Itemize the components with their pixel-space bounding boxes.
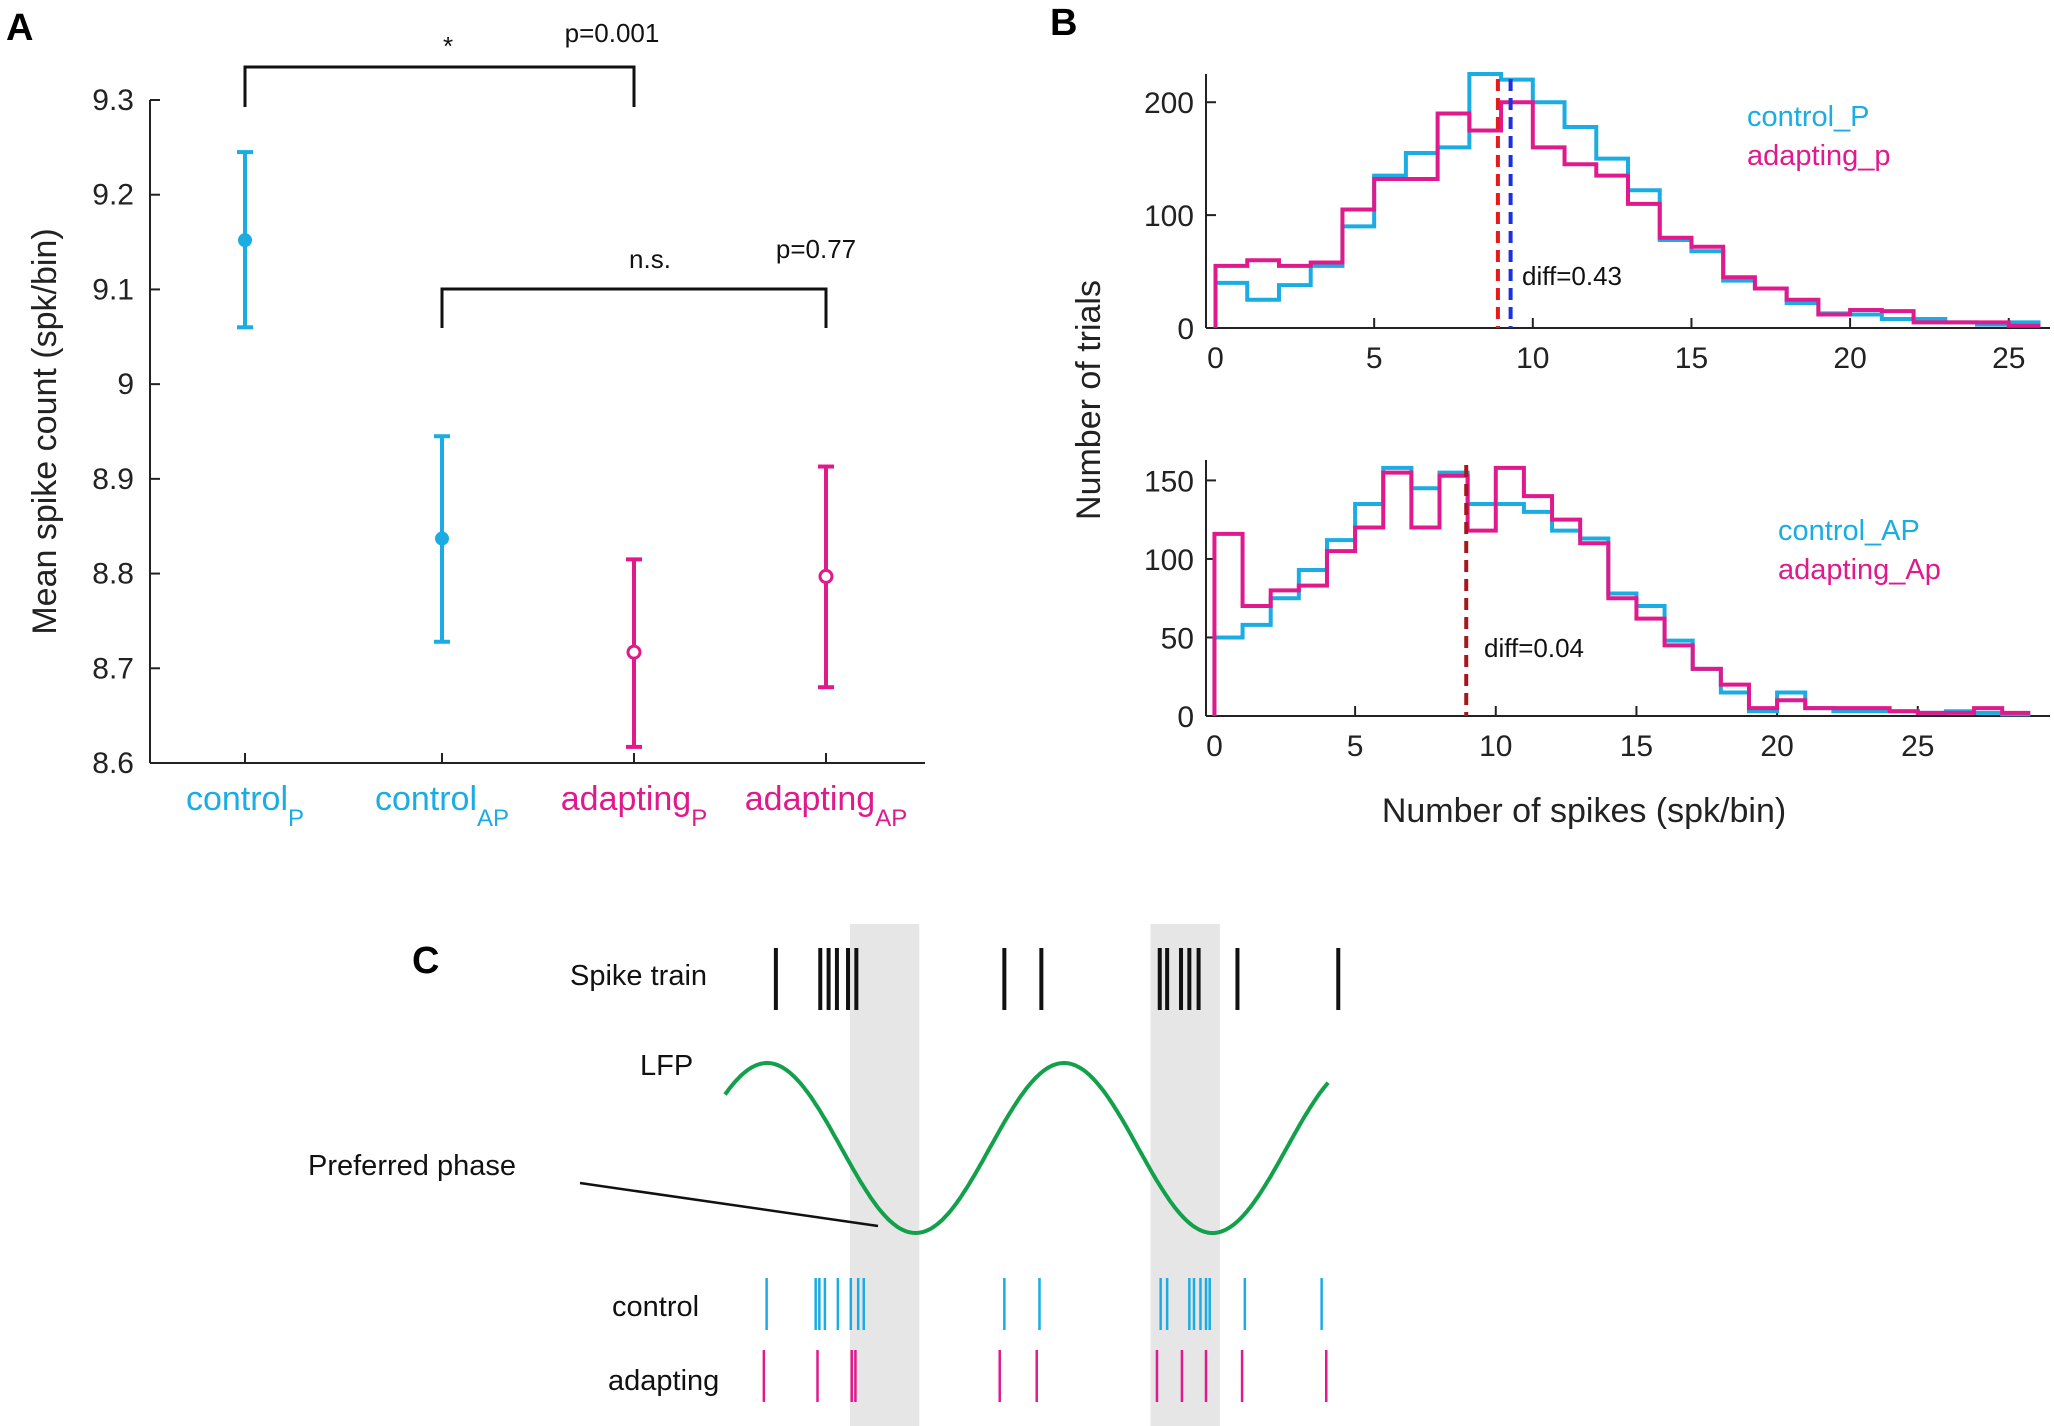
x-tick-label: 10 — [1479, 730, 1512, 763]
legend-entry-control: control_P — [1747, 101, 1870, 133]
legend-entry-control: control_AP — [1778, 515, 1920, 547]
histogram-adapting — [1213, 100, 2041, 328]
adapting-raster-label: adapting — [608, 1365, 719, 1397]
category-label: adaptingP — [561, 780, 707, 832]
y-tick-label: 100 — [1144, 200, 1194, 233]
y-tick-label: 8.8 — [92, 558, 134, 591]
panel-b-bottom-histogram: 0 50 100 150 0 5 10 15 20 25 diff=0.04 control_APad… — [1144, 460, 2050, 830]
significance-label: * — [443, 31, 453, 61]
histogram-adapting — [1212, 465, 2031, 716]
difference-annotation: diff=0.43 — [1522, 261, 1622, 291]
mean-marker — [238, 233, 252, 248]
category-main: adapting — [745, 780, 875, 818]
y-tick-label: 8.6 — [92, 747, 134, 780]
legend-entry-adapting: adapting_p — [1747, 140, 1891, 172]
spike-train-label: Spike train — [570, 960, 707, 992]
p-value-label: p=0.001 — [565, 18, 660, 48]
lfp-label: LFP — [640, 1050, 693, 1082]
mean-marker — [626, 644, 642, 660]
category-subscript: AP — [875, 805, 907, 832]
y-tick-label: 8.7 — [92, 652, 134, 685]
preferred-phase-pointer — [579, 1181, 879, 1228]
p-value-label: p=0.77 — [776, 234, 856, 264]
x-tick-label: 15 — [1675, 342, 1708, 375]
category-label: controlP — [186, 780, 304, 832]
category-subscript: AP — [477, 805, 509, 832]
x-tick-label: 15 — [1620, 730, 1653, 763]
x-tick-label: 20 — [1833, 342, 1866, 375]
y-tick-label: 50 — [1161, 622, 1194, 655]
category-main: control — [375, 780, 477, 818]
panel-b-letter: B — [1050, 2, 1077, 44]
category-main: control — [186, 780, 288, 818]
y-tick-label: 9.1 — [92, 273, 134, 306]
category-subscript: P — [691, 805, 707, 832]
x-tick-label: 10 — [1516, 342, 1549, 375]
significance-bracket — [440, 287, 828, 328]
category-label: adaptingAP — [745, 780, 907, 832]
legend-entry-adapting: adapting_Ap — [1778, 554, 1941, 586]
significance-label: n.s. — [629, 244, 671, 274]
x-axis-label: Number of spikes (spk/bin) — [1382, 792, 1786, 830]
x-tick-label: 5 — [1347, 730, 1364, 763]
x-tick-label: 25 — [1992, 342, 2025, 375]
histogram-control — [1212, 465, 2031, 717]
panel-a-errorbar-chart: 8.6 8.7 8.8 8.9 9 9.1 9.2 9.3 Mean spike count (… — [26, 18, 925, 832]
x-tick-label: 0 — [1207, 342, 1224, 375]
panel-a-letter: A — [6, 7, 33, 49]
y-tick-label: 200 — [1144, 87, 1194, 120]
mean-marker — [818, 568, 834, 584]
y-tick-label: 8.9 — [92, 463, 134, 496]
panel-c-schematic: Spike train LFP Preferred phase control adap… — [308, 924, 1341, 1426]
category-label: controlAP — [375, 780, 509, 832]
control-raster-label: control — [612, 1291, 699, 1323]
preferred-phase-shading — [1150, 924, 1220, 1426]
y-tick-label: 9 — [117, 368, 134, 401]
significance-bracket — [243, 65, 636, 107]
y-tick-label: 0 — [1177, 701, 1194, 734]
preferred-phase-shading — [849, 924, 920, 1426]
x-tick-label: 0 — [1206, 730, 1223, 763]
x-tick-label: 20 — [1760, 730, 1793, 763]
x-tick-label: 5 — [1366, 342, 1383, 375]
panel-b-top-histogram: 0 100 200 0 5 10 15 20 25 diff=0.43 control_Padapt… — [1070, 72, 2050, 520]
x-tick-label: 25 — [1901, 730, 1934, 763]
category-main: adapting — [561, 780, 691, 818]
y-axis-label: Mean spike count (spk/bin) — [26, 228, 64, 634]
y-tick-label: 150 — [1144, 465, 1194, 498]
category-subscript: P — [288, 805, 304, 832]
mean-marker — [435, 531, 449, 546]
y-tick-label: 0 — [1177, 313, 1194, 346]
y-tick-label: 9.2 — [92, 179, 134, 212]
y-tick-label: 100 — [1144, 544, 1194, 577]
panel-c-letter: C — [412, 940, 439, 982]
lfp-wave — [723, 1061, 1330, 1236]
difference-annotation: diff=0.04 — [1484, 633, 1584, 663]
y-tick-label: 9.3 — [92, 84, 134, 117]
y-axis-label: Number of trials — [1070, 280, 1108, 520]
preferred-phase-label: Preferred phase — [308, 1150, 516, 1182]
